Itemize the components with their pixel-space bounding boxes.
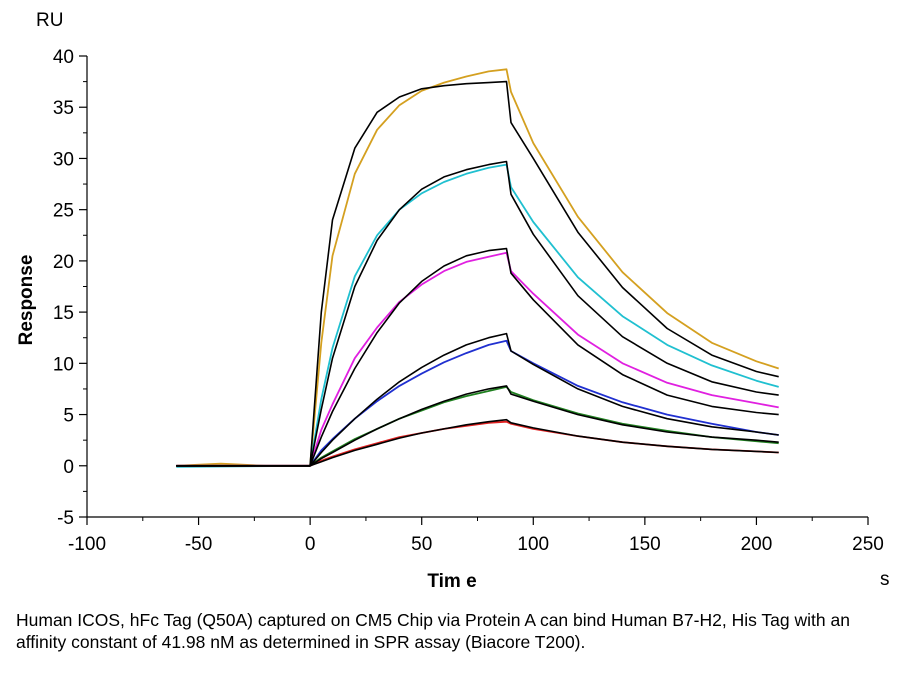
fit-curve-line bbox=[176, 80, 779, 467]
axes bbox=[86, 56, 868, 518]
y-tick-label: 15 bbox=[53, 303, 74, 324]
fit-curve-line bbox=[176, 160, 779, 467]
y-axis-ticks: -5 0 5 10 15 20 25 30 35 40 bbox=[53, 47, 87, 529]
x-axis-title: Tim e bbox=[427, 571, 476, 592]
y-tick-label: 0 bbox=[63, 457, 74, 478]
figure-caption: Human ICOS, hFc Tag (Q50A) captured on C… bbox=[16, 610, 850, 652]
fit-curve-line bbox=[176, 418, 779, 467]
x-axis-unit: s bbox=[880, 569, 890, 590]
x-tick-label: 50 bbox=[411, 534, 432, 555]
sensorgram-line bbox=[176, 163, 779, 468]
x-tick-label: -50 bbox=[185, 534, 212, 555]
y-tick-label: -5 bbox=[57, 508, 74, 529]
fit-curve-line bbox=[176, 332, 779, 467]
x-axis-ticks: -100 -50 0 50 100 150 200 250 bbox=[68, 517, 884, 555]
y-tick-label: 5 bbox=[63, 406, 74, 427]
sensorgram-line bbox=[176, 385, 779, 467]
y-tick-label: 25 bbox=[53, 201, 74, 222]
sensorgram-line bbox=[176, 68, 779, 467]
x-tick-label: -100 bbox=[68, 534, 106, 555]
x-tick-label: 250 bbox=[852, 534, 884, 555]
x-tick-label: 0 bbox=[305, 534, 316, 555]
y-tick-label: 10 bbox=[53, 354, 74, 375]
x-tick-label: 100 bbox=[517, 534, 549, 555]
y-axis-title: Response bbox=[16, 255, 37, 346]
y-tick-label: 35 bbox=[53, 98, 74, 119]
sensorgram-line bbox=[176, 251, 779, 467]
series-layer bbox=[176, 68, 779, 468]
sensorgram-line bbox=[176, 420, 779, 467]
y-tick-label: 30 bbox=[53, 149, 74, 170]
y-tick-label: 20 bbox=[53, 252, 74, 273]
y-tick-label: 40 bbox=[53, 47, 74, 68]
fit-curve-line bbox=[176, 385, 779, 467]
fit-curve-line bbox=[176, 247, 779, 467]
x-tick-label: 200 bbox=[741, 534, 773, 555]
y-axis-unit: RU bbox=[36, 10, 63, 31]
x-tick-label: 150 bbox=[629, 534, 661, 555]
